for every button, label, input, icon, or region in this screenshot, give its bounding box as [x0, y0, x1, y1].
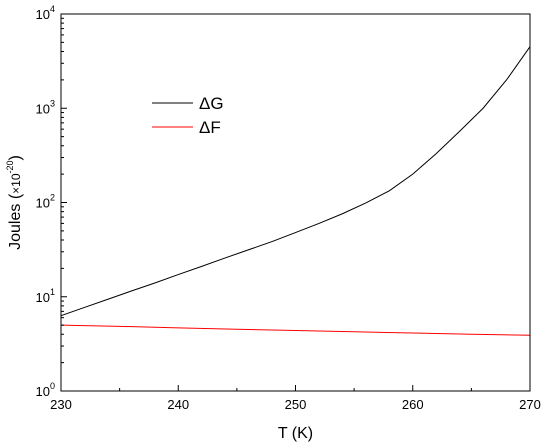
x-axis-title: T (K) — [278, 425, 313, 442]
ticks-layer — [60, 13, 531, 392]
y-axis-title-close: ) — [7, 155, 24, 160]
y-axis-title-main: Joules ( — [7, 193, 24, 250]
legend: ΔG ΔF — [152, 94, 224, 137]
y-axis-title-exp: -20 — [5, 160, 15, 173]
x-tick-label: 260 — [402, 397, 424, 412]
y-tick-label: 104 — [36, 4, 55, 22]
x-tick-label: 240 — [167, 397, 189, 412]
x-tick-label: 270 — [519, 397, 541, 412]
series-line-delta-f — [60, 324, 531, 336]
y-axis-title: Joules (×10-20) — [5, 155, 24, 250]
y-axis-title-mult: ×10 — [9, 173, 23, 194]
tick-labels-layer: 230 240 250 260 270 100 101 102 103 104 — [36, 4, 541, 412]
series-layer — [60, 46, 531, 336]
y-tick-label: 102 — [36, 193, 55, 211]
x-tick-label: 250 — [285, 397, 307, 412]
x-tick-label: 230 — [50, 397, 72, 412]
y-tick-label: 100 — [36, 381, 55, 399]
legend-label-delta-f: ΔF — [199, 118, 221, 137]
legend-label-delta-g: ΔG — [199, 94, 224, 113]
y-tick-label: 101 — [36, 287, 55, 305]
series-line-delta-g — [60, 46, 531, 317]
y-tick-label: 103 — [36, 98, 55, 116]
